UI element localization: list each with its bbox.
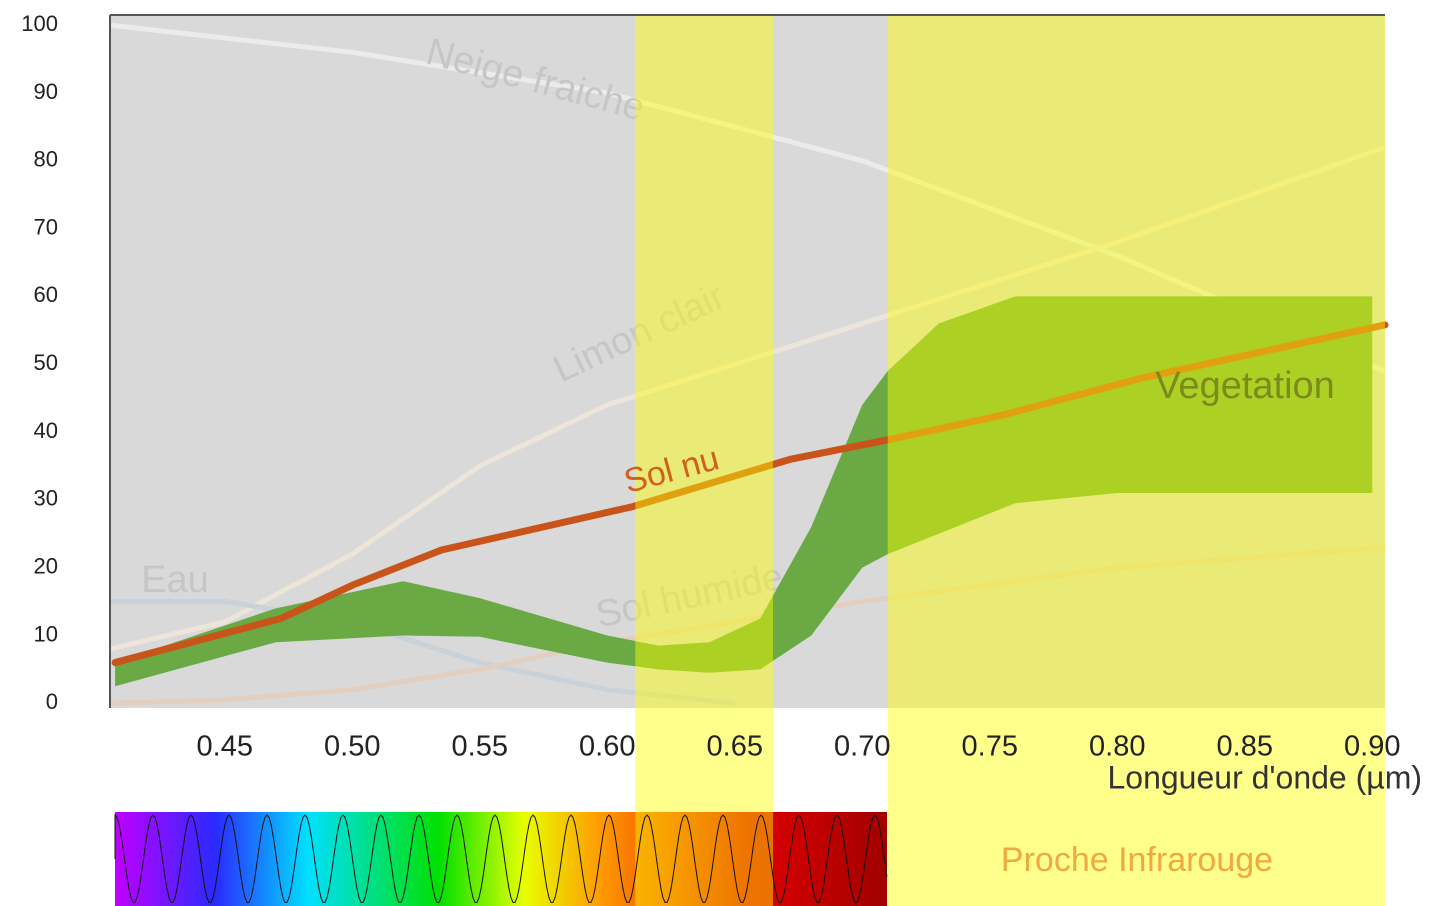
y-tick-label: 70 [34,214,58,239]
x-tick-label: 0.55 [452,731,508,763]
x-tick-label: 0.75 [962,731,1018,763]
y-tick-label: 50 [34,350,58,375]
y-tick-label: 80 [34,147,58,172]
y-tick-label: 10 [34,621,58,646]
x-tick-label: 0.80 [1089,731,1145,763]
y-tick-label: 60 [34,282,58,307]
x-tick-label: 0.50 [324,731,380,763]
y-tick-label: 30 [34,486,58,511]
curve-label: Eau [141,559,209,601]
y-tick-label: 40 [34,418,58,443]
band-label: Vegetation [1155,365,1335,407]
x-tick-label: 0.65 [707,731,763,763]
y-tick-label: 20 [34,553,58,578]
y-tick-label: 0 [46,689,58,714]
spectrum-label: Proche Infrarouge [1001,841,1273,879]
y-tick-label: 100 [21,11,58,36]
x-tick-label: 0.45 [197,731,253,763]
x-tick-label: 0.70 [834,731,890,763]
x-tick-label: 0.90 [1344,731,1400,763]
chart: Neige fraicheLimon clairEauSol humide Lo… [0,0,1429,906]
x-tick-label: 0.60 [579,731,635,763]
x-tick-label: 0.85 [1217,731,1273,763]
x-axis-title: Longueur d'onde (µm) [1107,759,1422,795]
y-tick-label: 90 [34,79,58,104]
